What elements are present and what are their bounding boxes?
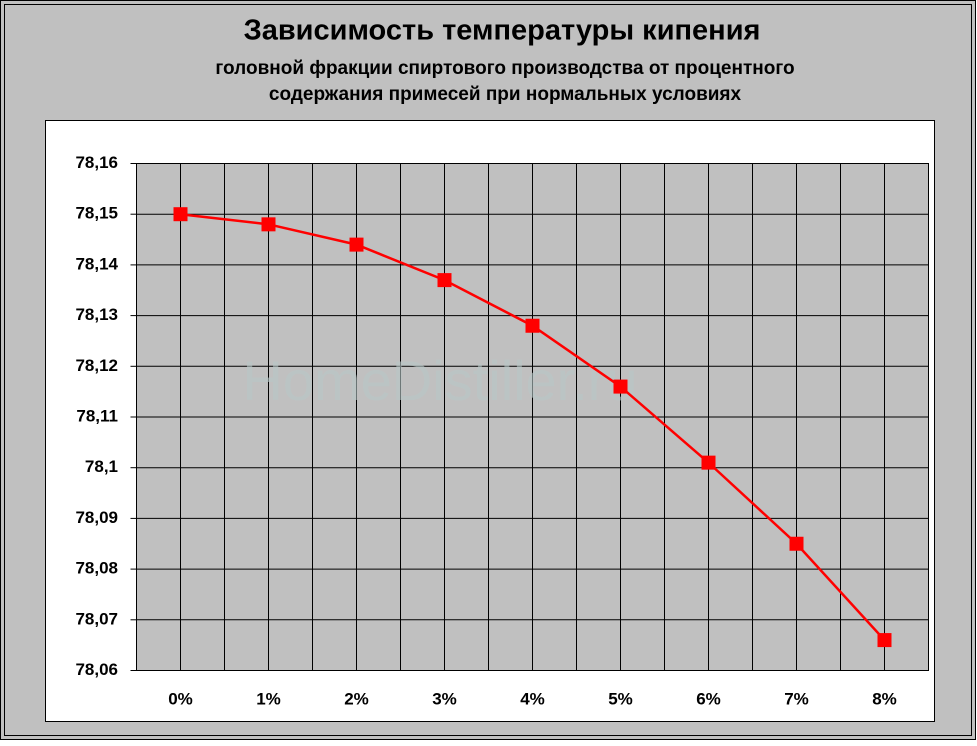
marks: [173, 207, 892, 648]
x-tick-label: 8%: [872, 689, 897, 708]
x-tick-label: 7%: [784, 689, 809, 708]
point-marker: [261, 217, 276, 232]
y-tick-label: 78,13: [75, 305, 118, 324]
point-marker: [701, 455, 716, 470]
x-tick-label: 5%: [608, 689, 633, 708]
x-tick-label: 1%: [256, 689, 281, 708]
chart-title: Зависимость температуры кипения: [244, 15, 761, 47]
point-marker: [349, 237, 364, 252]
watermark: HomeDistiller.ru: [242, 349, 637, 412]
y-tick-label: 78,12: [75, 356, 118, 375]
chart-subtitle: головной фракции спиртового производства…: [215, 58, 794, 79]
y-tick-label: 78,07: [75, 609, 118, 628]
chart-frame: [4, 4, 972, 736]
grid: [130, 163, 929, 671]
y-tick-label: 78,08: [75, 559, 118, 578]
point-marker: [173, 207, 188, 222]
x-tick-label: 3%: [432, 689, 457, 708]
y-tick-label: 78,11: [76, 406, 118, 425]
x-tick-label: 2%: [344, 689, 369, 708]
point-marker: [613, 379, 628, 394]
chart-subtitle: содержания примесей при нормальных услов…: [269, 84, 742, 105]
y-tick-label: 78,06: [75, 660, 118, 679]
point-marker: [877, 633, 892, 648]
x-tick-label: 6%: [696, 689, 721, 708]
y-tick-label: 78,09: [75, 508, 118, 527]
y-tick-label: 78,14: [75, 254, 118, 273]
point-marker: [437, 273, 452, 288]
x-tick-label: 0%: [168, 689, 193, 708]
y-tick-label: 78,1: [85, 457, 118, 476]
point-marker: [525, 318, 540, 333]
y-tick-label: 78,15: [75, 204, 118, 223]
y-tick-label: 78,16: [75, 153, 118, 172]
x-tick-label: 4%: [520, 689, 545, 708]
point-marker: [789, 536, 804, 551]
